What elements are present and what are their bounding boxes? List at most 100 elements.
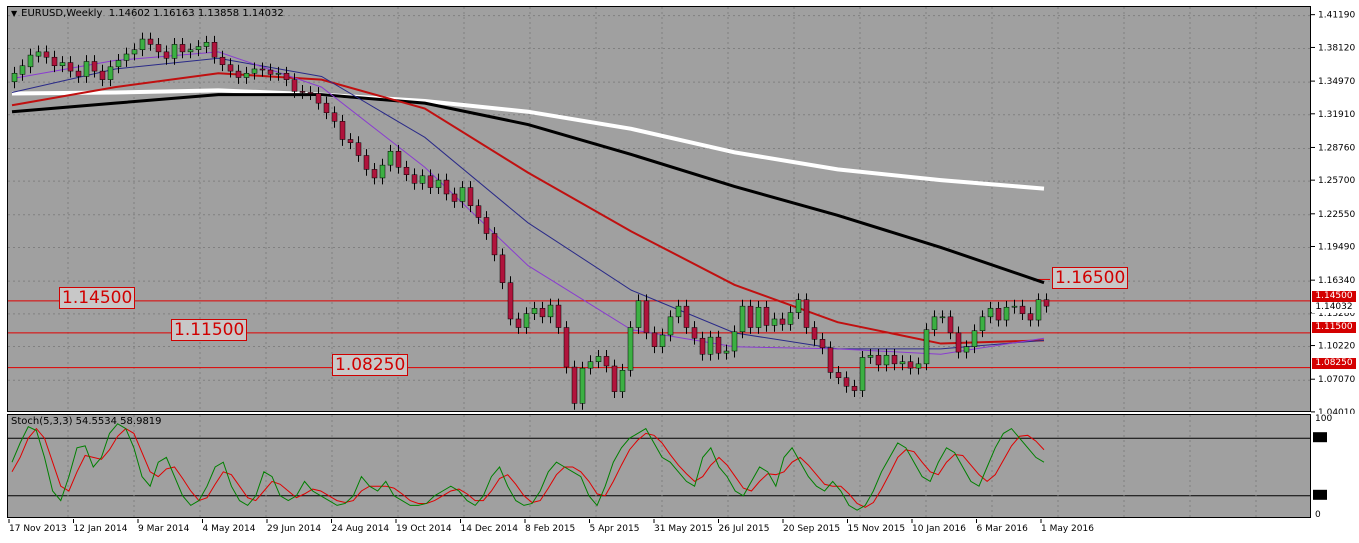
candle-body: [395, 150, 402, 168]
moving-average-blue: [11, 57, 1045, 350]
level-label-2[interactable]: 1.11500: [171, 319, 248, 341]
candle-body: [507, 282, 514, 320]
stochastic-axis-label: 100: [1315, 414, 1332, 424]
candle-body: [643, 300, 650, 334]
candle-body: [379, 164, 386, 179]
date-axis-label: 1 May 2016: [1041, 524, 1094, 534]
candle-body: [99, 70, 106, 80]
candle-body: [563, 327, 570, 368]
date-axis-label: 9 Mar 2014: [138, 524, 190, 534]
candle-body: [323, 102, 330, 114]
candle-body: [291, 79, 298, 92]
date-axis-label: 19 Oct 2014: [396, 524, 452, 534]
price-chart-pane[interactable]: ▼ EURUSD,Weekly 1.14602 1.16163 1.13858 1…: [7, 6, 1311, 412]
candle-body: [675, 305, 682, 318]
candle-body: [259, 68, 266, 71]
date-axis-label: 24 Aug 2014: [332, 524, 390, 534]
stochastic-main-line: [11, 423, 1045, 511]
candle-body: [955, 332, 962, 353]
candle-body: [971, 330, 978, 348]
candle-body: [899, 361, 906, 365]
candle-body: [723, 350, 730, 354]
candle-body: [363, 155, 370, 170]
price-axis-label: 1.25700: [1318, 176, 1355, 186]
chart-header: ▼ EURUSD,Weekly 1.14602 1.16163 1.13858 1…: [11, 8, 284, 19]
candle-body: [915, 363, 922, 369]
price-axis-label: 1.31910: [1318, 110, 1355, 120]
candle-body: [579, 367, 586, 404]
candle-body: [635, 300, 642, 328]
level-label-3[interactable]: 1.08250: [332, 354, 409, 376]
candle-body: [827, 347, 834, 373]
candle-body: [1027, 313, 1034, 321]
candle-body: [307, 92, 314, 94]
stochastic-level-tag: [1313, 432, 1327, 443]
stochastic-canvas: [8, 415, 1310, 517]
candle-body: [907, 361, 914, 369]
candle-body: [859, 357, 866, 391]
price-axis-label: 1.10220: [1318, 342, 1355, 352]
candle-body: [43, 51, 50, 58]
candle-body: [187, 49, 194, 53]
candle-body: [59, 62, 66, 67]
triangle-down-icon[interactable]: ▼: [11, 9, 18, 18]
stochastic-axis-label: 20: [1315, 491, 1327, 501]
stochastic-axis: 100 80 20 0: [1313, 414, 1332, 519]
level-label-1[interactable]: 1.14500: [59, 287, 136, 309]
candle-body: [251, 68, 258, 74]
candle-body: [707, 336, 714, 355]
candle-body: [419, 175, 426, 184]
moving-average-black: [11, 93, 1045, 285]
level-label-top[interactable]: 1.16500: [1052, 267, 1129, 289]
candle-body: [51, 56, 58, 67]
candle-body: [499, 254, 506, 283]
symbol-label: EURUSD,Weekly: [21, 8, 103, 19]
stochastic-label: Stoch(5,3,3) 54.5534 58.9819: [11, 416, 162, 427]
candle-body: [547, 304, 554, 318]
stochastic-axis-label: 80: [1315, 433, 1327, 443]
candle-body: [203, 42, 210, 47]
candle-body: [883, 355, 890, 366]
candle-body: [627, 327, 634, 371]
candle-body: [347, 139, 354, 143]
candle-body: [811, 327, 818, 340]
candle-body: [747, 305, 754, 328]
candle-body: [475, 205, 482, 218]
date-axis-label: 6 Mar 2016: [977, 524, 1029, 534]
candle-body: [339, 121, 346, 140]
candle-body: [803, 299, 810, 328]
candle-body: [211, 42, 218, 58]
price-axis-label: 1.28760: [1318, 143, 1355, 153]
price-axis-label: 1.34970: [1318, 77, 1355, 87]
candle-body: [939, 316, 946, 319]
candle-body: [219, 56, 226, 65]
candle-body: [875, 355, 882, 366]
stochastic-pane[interactable]: Stoch(5,3,3) 54.5534 58.9819: [7, 414, 1311, 518]
date-axis-label: 15 Nov 2015: [848, 524, 906, 534]
candle-body: [787, 312, 794, 325]
candle-body: [107, 66, 114, 80]
date-axis-label: 17 Nov 2013: [9, 524, 67, 534]
candle-body: [931, 316, 938, 330]
candle-body: [451, 193, 458, 202]
price-axis-label: 1.38120: [1318, 43, 1355, 53]
date-axis-label: 14 Dec 2014: [461, 524, 519, 534]
date-axis-label: 10 Jan 2016: [912, 524, 966, 534]
candle-body: [947, 316, 954, 334]
candle-body: [123, 53, 130, 61]
date-axis-label: 12 Jan 2014: [74, 524, 128, 534]
candle-body: [427, 175, 434, 188]
candle-body: [163, 51, 170, 59]
candle-body: [131, 49, 138, 55]
candle-body: [963, 346, 970, 353]
price-axis-label: 1.07070: [1318, 375, 1355, 385]
candle-body: [779, 318, 786, 325]
candle-body: [659, 334, 666, 348]
date-axis-label: 5 Apr 2015: [590, 524, 640, 534]
candle-body: [459, 187, 466, 202]
candle-body: [411, 174, 418, 184]
candle-body: [531, 308, 538, 314]
candle-body: [619, 370, 626, 392]
candle-body: [67, 62, 74, 72]
date-axis: 17 Nov 2013 12 Jan 2014 9 Mar 2014 4 May 20…: [8, 519, 1094, 534]
